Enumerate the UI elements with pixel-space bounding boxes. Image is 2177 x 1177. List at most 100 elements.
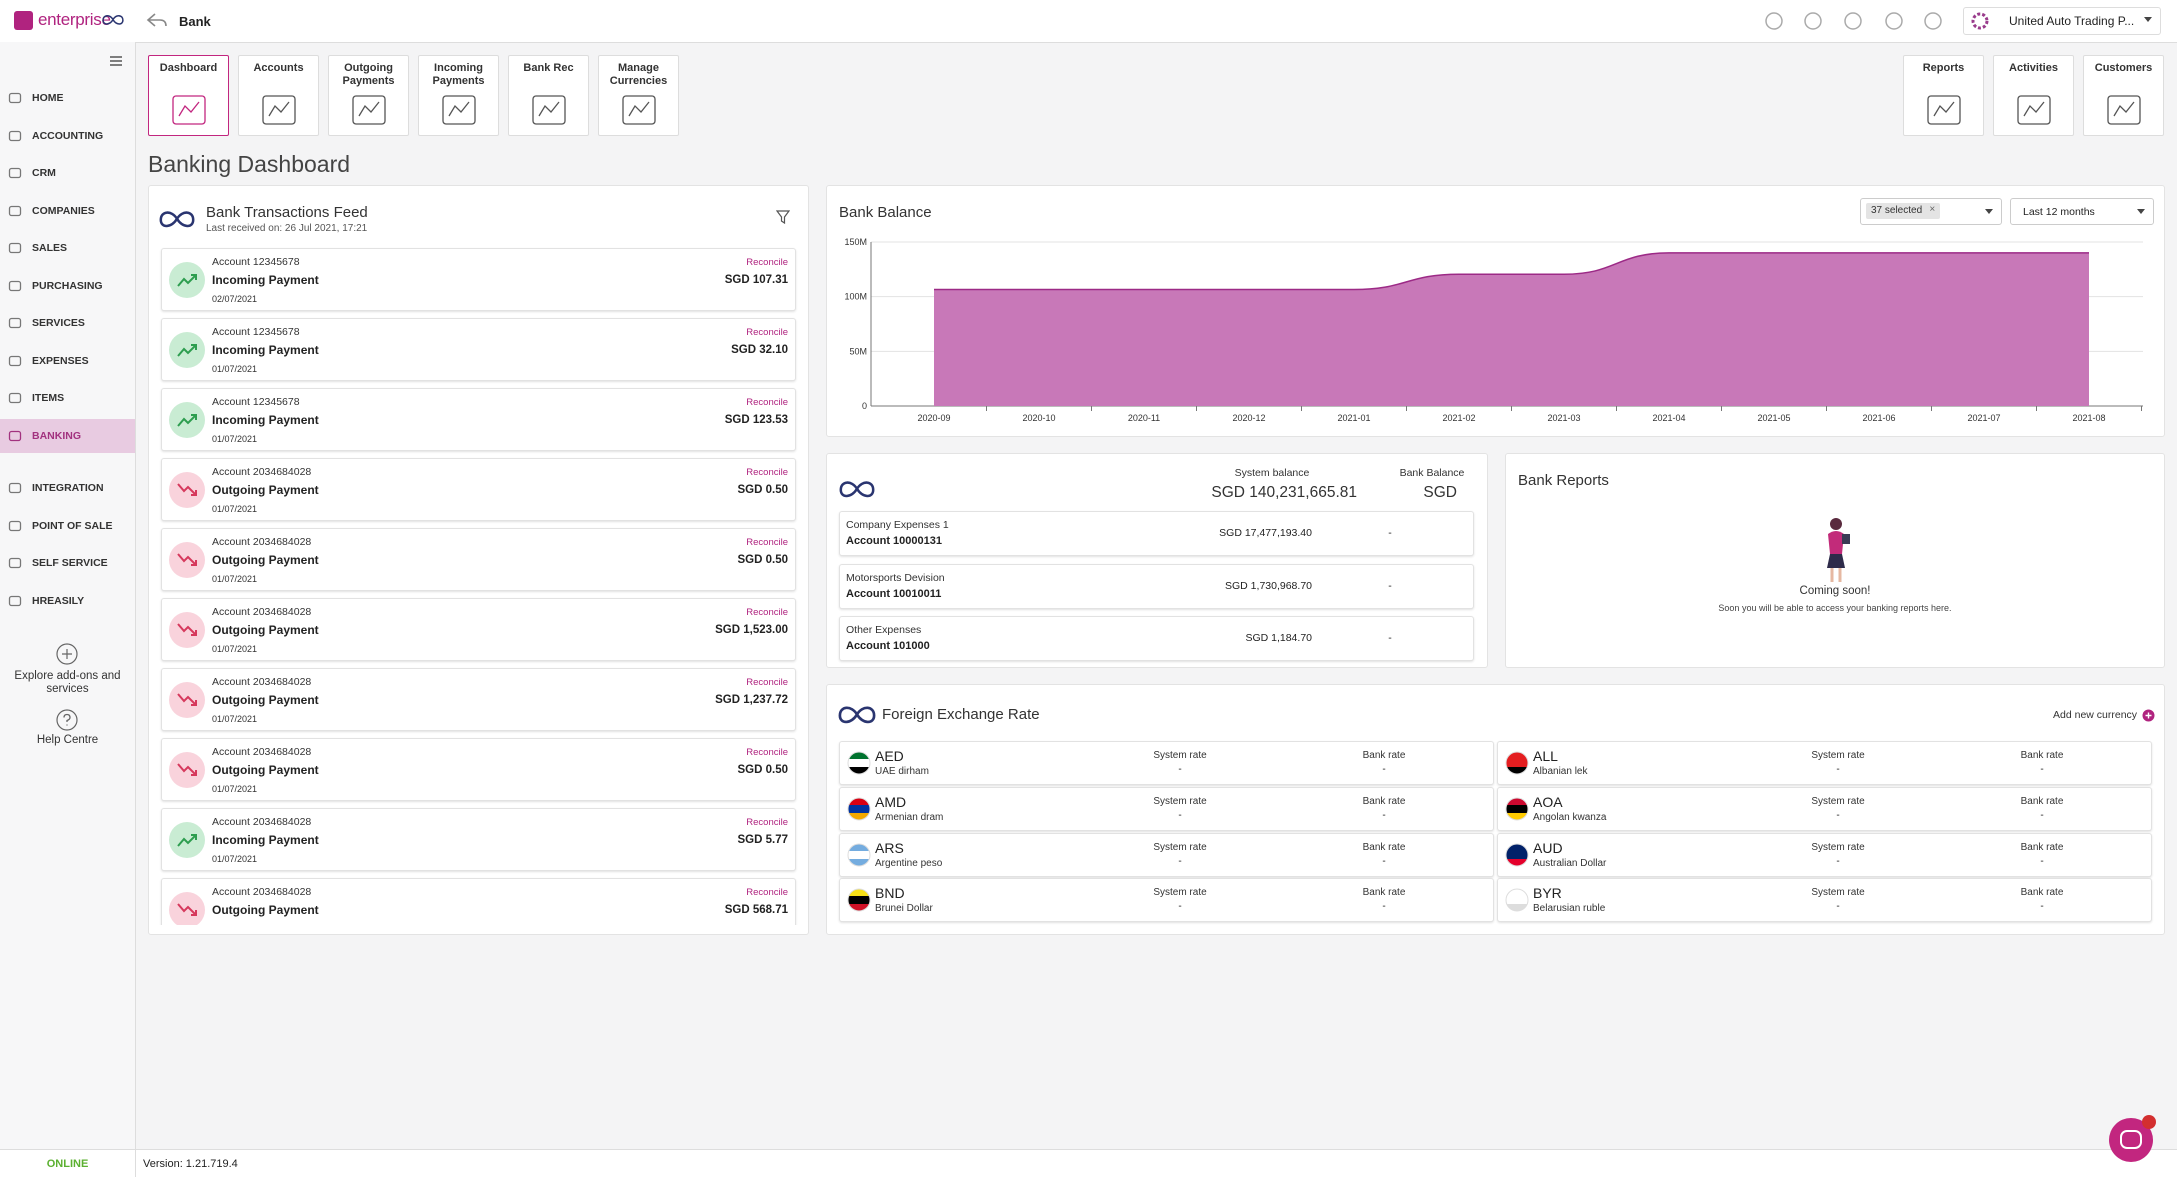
nav-item[interactable]: PURCHASING: [0, 269, 135, 303]
filter-button: [776, 210, 790, 224]
nav-tab[interactable]: Outgoing Payments: [328, 55, 409, 136]
reconcile-link[interactable]: Reconcile: [746, 747, 788, 758]
payment-date: 01/07/2021: [212, 714, 258, 724]
add-currency-link[interactable]: Add new currency: [2053, 709, 2155, 722]
nav-item[interactable]: CRM: [0, 156, 135, 190]
panel-title: Bank Reports: [1518, 472, 1609, 489]
transaction-card[interactable]: Account 12345678 Incoming Payment 01/07/20…: [161, 318, 796, 381]
nav-item[interactable]: INTEGRATION: [0, 471, 135, 505]
nav-tab[interactable]: Dashboard: [148, 55, 229, 136]
reconcile-link[interactable]: Reconcile: [746, 817, 788, 828]
system-rate-label: System rate: [1153, 750, 1207, 761]
flag-band: [1506, 843, 1528, 851]
toolbar-icon-shape: [1924, 12, 1942, 30]
flag-band: [848, 858, 870, 866]
reconcile-link[interactable]: Reconcile: [746, 677, 788, 688]
payment-type: Outgoing Payment: [212, 763, 319, 777]
top-bar: enterprise Bank United Auto Trading P...: [0, 0, 2177, 43]
help-icon: [56, 709, 78, 731]
transaction-card[interactable]: Account 2034684028 Outgoing Payment 01/07/…: [161, 528, 796, 591]
nav-item[interactable]: SERVICES: [0, 306, 135, 340]
currency-row[interactable]: BND Brunei Dollar System rate - Bank rate -: [839, 878, 1494, 923]
nav-item[interactable]: ITEMS: [0, 381, 135, 415]
transaction-card[interactable]: Account 12345678 Incoming Payment 02/07/20…: [161, 248, 796, 311]
bank-rate: -: [2040, 901, 2044, 913]
transaction-card[interactable]: Account 12345678 Incoming Payment 01/07/20…: [161, 388, 796, 451]
nav-item[interactable]: SALES: [0, 231, 135, 265]
nav-icon-shape: [8, 520, 22, 531]
nav-item[interactable]: COMPANIES: [0, 194, 135, 228]
toolbar-icon: [1844, 12, 1862, 30]
tab-icon-frame: [351, 95, 386, 125]
currency-row[interactable]: AUD Australian Dollar System rate - Bank rat…: [1497, 832, 2152, 877]
reconcile-link[interactable]: Reconcile: [746, 397, 788, 408]
help-link[interactable]: Help Centre: [36, 734, 99, 746]
nav-label: SELF SERVICE: [32, 557, 108, 569]
y-tick-label: 0: [862, 401, 867, 411]
bank-rate: -: [2040, 855, 2044, 867]
nav-item[interactable]: BANKING: [0, 418, 135, 453]
tab-icon: [2106, 95, 2141, 125]
sidebar: HOME ACCOUNTING CRM COMPANIES SALES PURCHASIN…: [0, 42, 136, 1149]
currency-row[interactable]: AED UAE dirham System rate - Bank rate -: [839, 741, 1494, 785]
x-tick-label: 2021-06: [1862, 413, 1895, 423]
reconcile-link[interactable]: Reconcile: [746, 257, 788, 268]
trend-icon-bg: [169, 542, 205, 578]
nav-item[interactable]: EXPENSES: [0, 344, 135, 378]
system-rate-label: System rate: [1153, 887, 1207, 899]
nav-tab[interactable]: Manage Currencies: [598, 55, 679, 136]
nav-tab[interactable]: Bank Rec: [508, 55, 589, 136]
coming-soon-message: Soon you will be able to access your ban…: [1718, 603, 1952, 613]
balance-row[interactable]: Other Expenses Account 101000 SGD 1,184.70…: [839, 616, 1474, 661]
reconcile-link[interactable]: Reconcile: [746, 467, 788, 478]
reconcile-link[interactable]: Reconcile: [746, 887, 788, 898]
nav-tab[interactable]: Incoming Payments: [418, 55, 499, 136]
balance-row[interactable]: Motorsports Devision Account 10010011 SGD …: [839, 563, 1474, 609]
reconcile-link[interactable]: Reconcile: [746, 607, 788, 618]
tab-icon: [2016, 95, 2051, 125]
reconcile-link[interactable]: Reconcile: [746, 537, 788, 548]
currency-row[interactable]: AOA Angolan kwanza System rate - Bank rate -: [1497, 786, 2152, 831]
explore-link[interactable]: Explore add-ons and services: [14, 670, 121, 695]
nav-item[interactable]: SELF SERVICE: [0, 546, 135, 580]
reconcile-link[interactable]: Reconcile: [746, 327, 788, 338]
transaction-card[interactable]: Account 2034684028 Outgoing Payment 01/07/…: [161, 668, 796, 731]
figure-legs: [1830, 568, 1842, 582]
nav-item[interactable]: HOME: [0, 81, 135, 115]
transaction-card[interactable]: Account 2034684028 Outgoing Payment 01/07/…: [161, 598, 796, 661]
nav-item[interactable]: HREASILY: [0, 584, 135, 618]
nav-item[interactable]: POINT OF SALE: [0, 509, 135, 543]
currency-row[interactable]: AMD Armenian dram System rate - Bank rate -: [839, 786, 1494, 831]
currency-row[interactable]: ARS Argentine peso System rate - Bank rate -: [839, 832, 1494, 877]
system-balance: SGD 1,184.70: [1245, 632, 1312, 644]
transaction-card[interactable]: Account 2034684028 Outgoing Payment 01/07/…: [161, 458, 796, 521]
bank-rate-label: Bank rate: [2020, 795, 2064, 807]
nav-tab[interactable]: Customers: [2083, 55, 2164, 136]
payment-amount: SGD 0.50: [737, 484, 789, 496]
nav-icon: [8, 167, 22, 179]
company-selector[interactable]: United Auto Trading P...: [1963, 7, 2161, 35]
account-filter[interactable]: 37 selected ×: [1860, 198, 2002, 225]
nav-item[interactable]: ACCOUNTING: [0, 119, 135, 153]
bank-balance: -: [1388, 579, 1392, 592]
brand-icon: [102, 15, 124, 25]
nav-tab[interactable]: Accounts: [238, 55, 319, 136]
nav-tab[interactable]: Reports: [1903, 55, 1984, 136]
account-number: Account 12345678: [212, 396, 300, 408]
currency-row[interactable]: ALL Albanian lek System rate - Bank rate -: [1497, 741, 2152, 785]
nav-label: HOME: [32, 92, 64, 104]
transaction-card[interactable]: Account 2034684028 Outgoing Payment 01/07/…: [161, 878, 796, 925]
payment-amount: SGD 5.77: [737, 834, 789, 846]
explore-icon-plus: [62, 649, 72, 659]
currency-row[interactable]: BYR Belarusian ruble System rate - Bank rate…: [1497, 878, 2152, 923]
transaction-card[interactable]: Account 2034684028 Outgoing Payment 01/07/…: [161, 738, 796, 801]
balance-row[interactable]: Company Expenses 1 Account 10000131 SGD 17…: [839, 511, 1474, 556]
x-tick-label: 2021-02: [1442, 413, 1475, 423]
nav-tab[interactable]: Activities: [1993, 55, 2074, 136]
tab-label: Incoming Payments: [432, 62, 485, 87]
fx-panel: Foreign Exchange Rate Add new currency AED…: [826, 684, 2165, 935]
transaction-card[interactable]: Account 2034684028 Incoming Payment 01/07/…: [161, 808, 796, 871]
period-filter[interactable]: Last 12 months: [2010, 198, 2154, 225]
filter-icon: [776, 210, 790, 224]
